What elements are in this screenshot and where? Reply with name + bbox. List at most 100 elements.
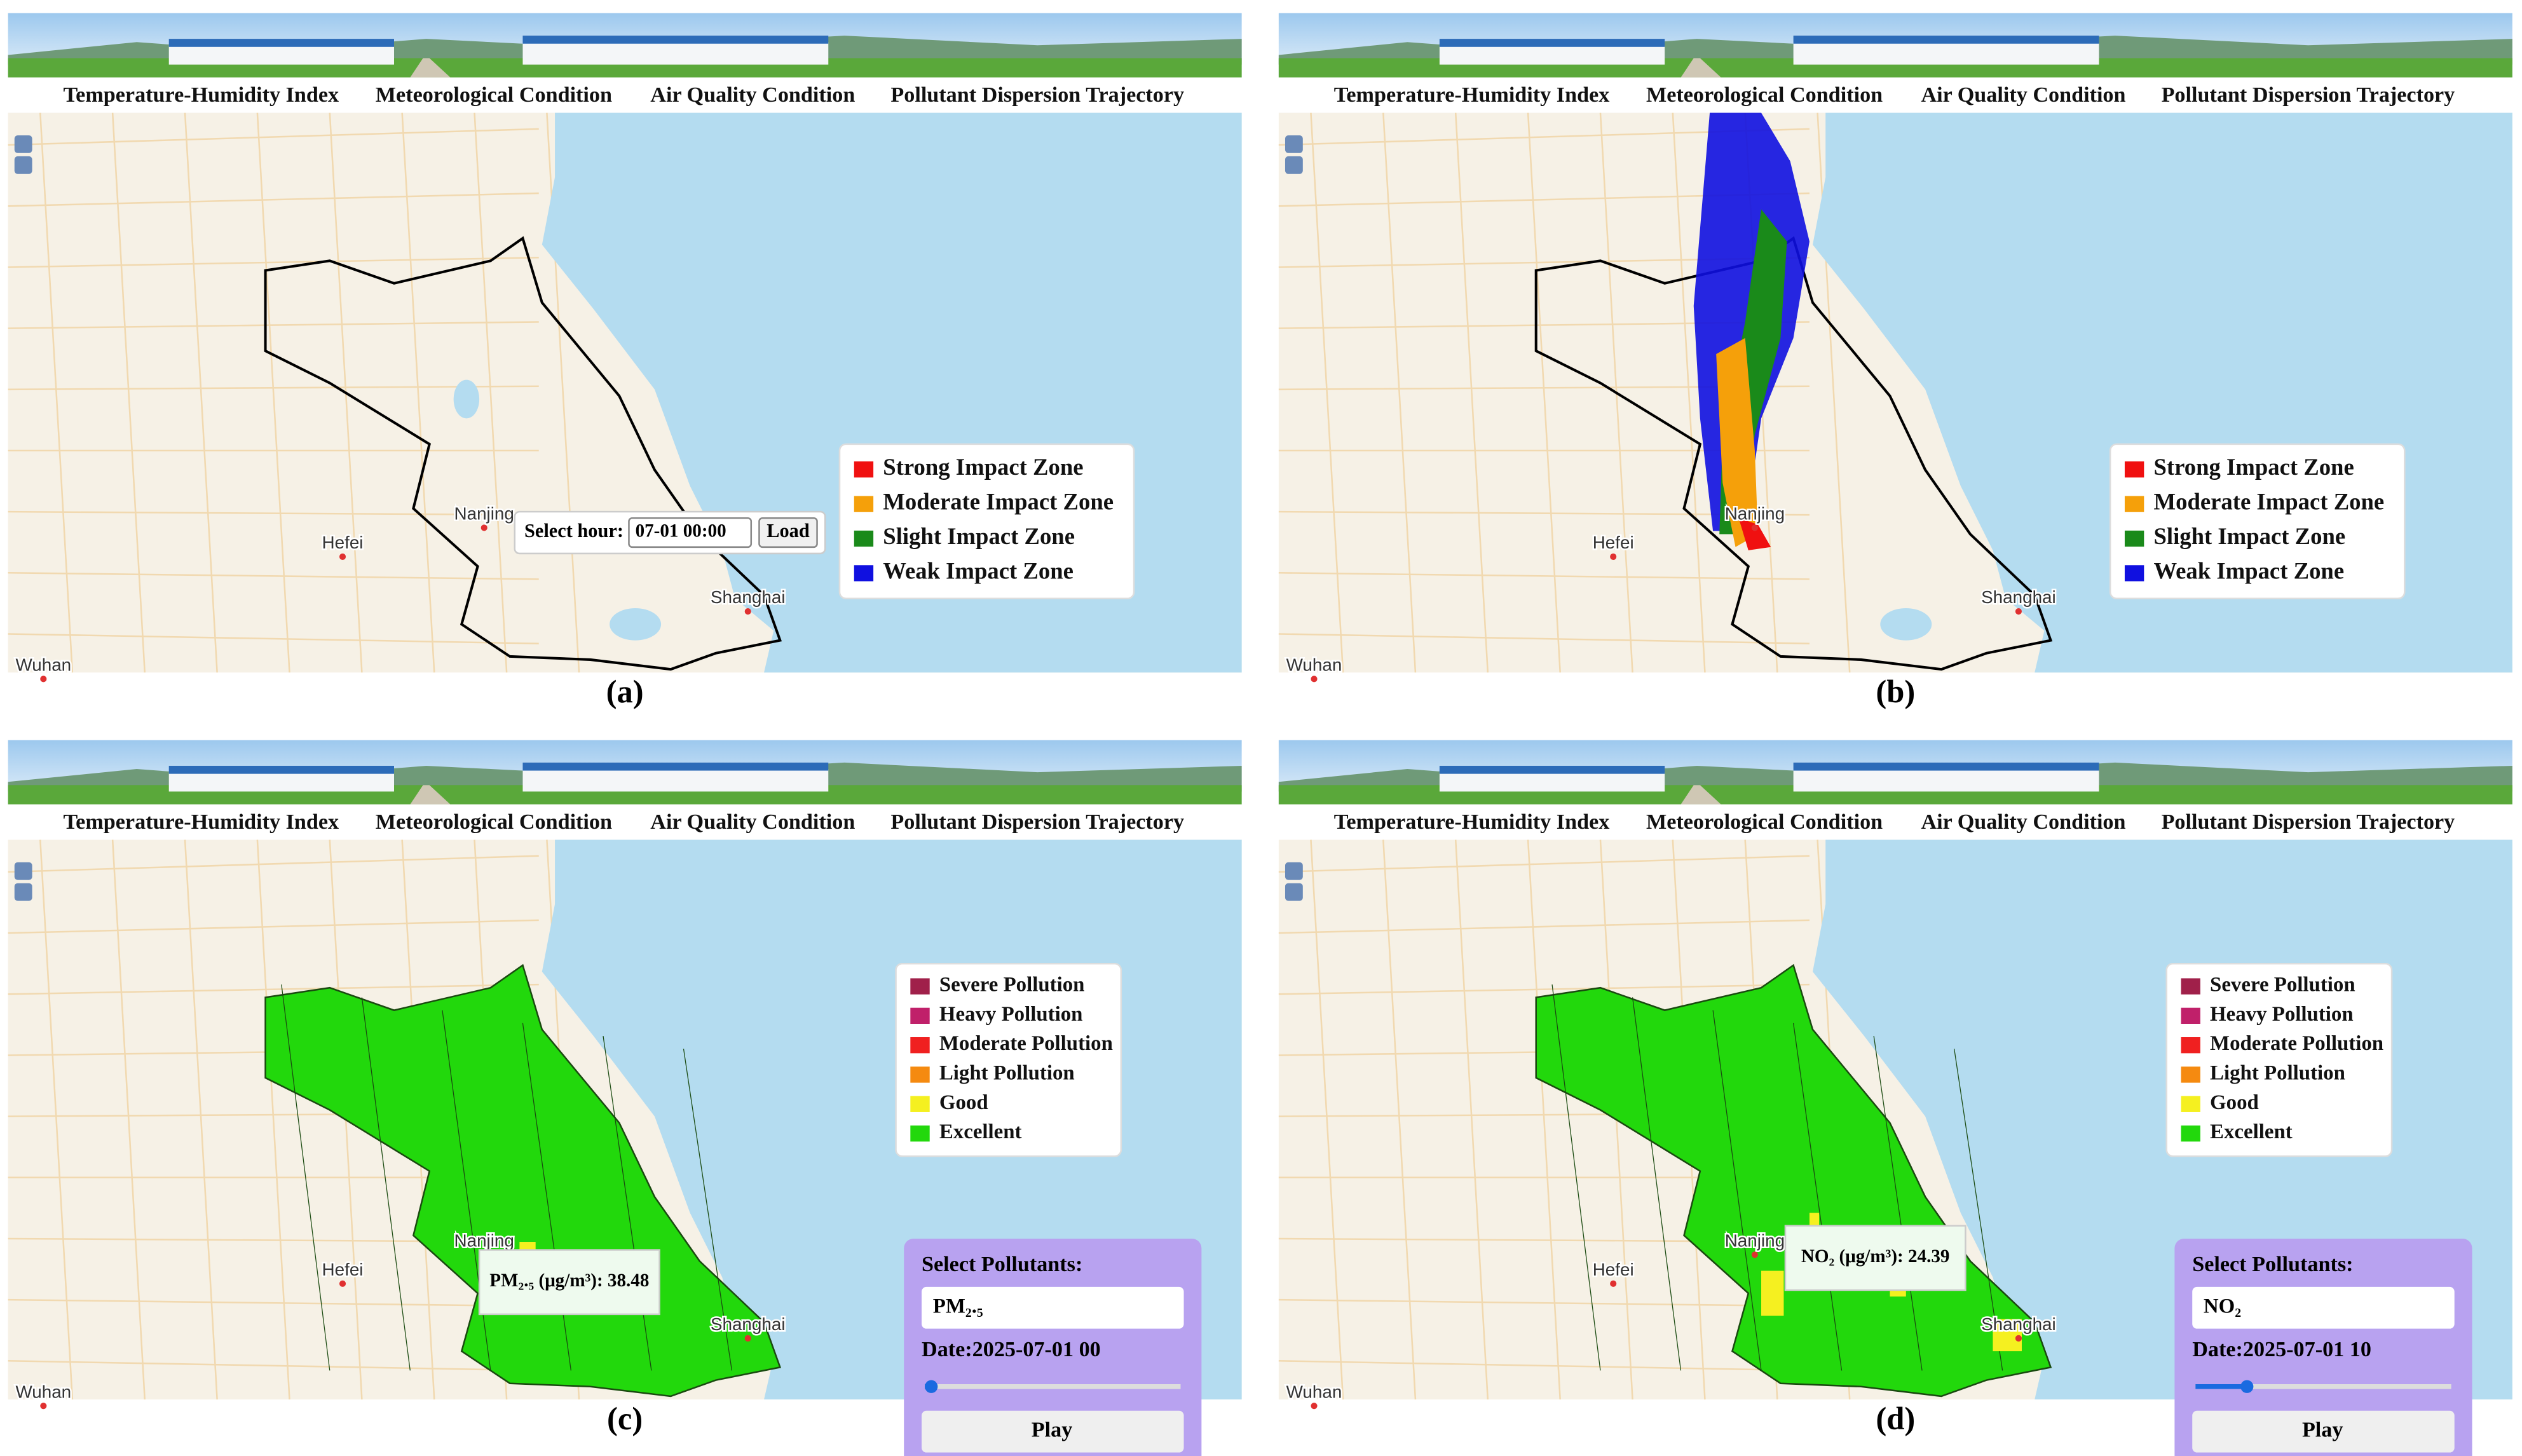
load-label[interactable]: Load <box>767 520 810 541</box>
city-label: Hefei <box>1593 1260 1634 1279</box>
road <box>1278 855 1810 873</box>
legend-swatch <box>2124 496 2144 512</box>
banner-roof <box>522 36 829 44</box>
district-border <box>1712 1010 1762 1371</box>
legend-label: Heavy Pollution <box>2210 1003 2354 1026</box>
play-label[interactable]: Play <box>1032 1418 1073 1441</box>
legend-swatch <box>910 1007 930 1024</box>
nav-tab[interactable]: Pollutant Dispersion Trajectory <box>2162 810 2455 834</box>
map: Hefei Nanjing Shanghai Wuhan Severe Pollutio… <box>1278 840 2512 1456</box>
legend-label: Weak Impact Zone <box>883 557 1074 583</box>
city-dot <box>1311 676 1318 683</box>
city-label: Nanjing <box>454 1230 514 1250</box>
play-button[interactable] <box>2192 1410 2455 1453</box>
road <box>1527 112 1561 673</box>
pollutant-select[interactable] <box>922 1286 1184 1329</box>
nav-tab[interactable]: Temperature-Humidity Index <box>64 810 339 834</box>
zoom-button[interactable] <box>1285 135 1303 153</box>
nav-tab[interactable]: Air Quality Condition <box>650 83 855 107</box>
district-border <box>281 984 331 1371</box>
banner-roof <box>522 762 829 771</box>
city-dot <box>1751 1251 1758 1258</box>
map: Hefei Nanjing Shanghai Wuhan Strong Impact Z… <box>1278 112 2512 683</box>
legend-label: Light Pollution <box>2210 1062 2345 1085</box>
district-border <box>683 1049 733 1371</box>
nav-tab[interactable]: Meteorological Condition <box>1646 83 1883 107</box>
legend-label: Light Pollution <box>939 1062 1075 1085</box>
banner-building <box>522 42 829 65</box>
hour-value[interactable]: 07-01 00:00 <box>636 521 726 541</box>
load-button[interactable] <box>758 517 818 548</box>
play-button[interactable] <box>922 1410 1184 1453</box>
nav-bar <box>8 77 1242 113</box>
control-title: Select Pollutants: <box>922 1253 1082 1276</box>
hour-select[interactable] <box>628 517 753 548</box>
road <box>39 840 74 1400</box>
road <box>184 840 218 1400</box>
zoom-button[interactable] <box>14 883 32 901</box>
nav-tab[interactable]: Temperature-Humidity Index <box>1334 810 1610 834</box>
nav-tab[interactable]: Pollutant Dispersion Trajectory <box>890 83 1184 107</box>
panel-caption: (a) <box>606 674 644 709</box>
panel: Temperature-Humidity Index Meteorological… <box>1278 13 2512 709</box>
hour-label: Select hour: <box>524 520 624 541</box>
district-border <box>1793 1023 1843 1371</box>
zoom-button[interactable] <box>14 135 32 153</box>
road <box>8 128 539 146</box>
city-dot <box>744 1335 751 1342</box>
legend-label: Moderate Pollution <box>2210 1032 2383 1055</box>
map: Hefei Nanjing Shanghai Wuhan Severe Pollutio… <box>8 840 1242 1456</box>
road <box>1278 1298 1810 1307</box>
city-label: Shanghai <box>1981 587 2056 607</box>
road <box>1454 112 1489 673</box>
city-label: Shanghai <box>711 1314 786 1334</box>
banner-road <box>1680 58 1721 78</box>
nav-tab[interactable]: Temperature-Humidity Index <box>64 83 339 107</box>
banner-roof <box>168 39 394 47</box>
nav-tab[interactable]: Pollutant Dispersion Trajectory <box>890 810 1184 834</box>
city-dot <box>1311 1403 1318 1410</box>
slider-thumb[interactable] <box>2240 1380 2254 1393</box>
legend-swatch <box>854 530 874 547</box>
road <box>8 192 539 207</box>
zoom-button[interactable] <box>14 156 32 174</box>
city-dot <box>2015 608 2022 615</box>
legend-swatch <box>2181 1125 2200 1142</box>
nav-tab[interactable]: Air Quality Condition <box>650 810 855 834</box>
zoom-button[interactable] <box>1285 883 1303 901</box>
pollutant-value[interactable]: PM₂.₅ <box>933 1295 983 1317</box>
zoom-button[interactable] <box>1285 156 1303 174</box>
play-label[interactable]: Play <box>2302 1418 2343 1441</box>
zoom-button[interactable] <box>14 862 32 880</box>
legend-swatch <box>2124 565 2144 582</box>
road <box>8 510 539 516</box>
nav-tab[interactable]: Temperature-Humidity Index <box>1334 83 1610 107</box>
nav-tab[interactable]: Meteorological Condition <box>1646 810 1883 834</box>
banner-roof <box>1793 36 2099 44</box>
legend-swatch <box>2124 461 2144 478</box>
pollutant-select[interactable] <box>2192 1286 2455 1329</box>
nav-tab[interactable]: Meteorological Condition <box>376 810 612 834</box>
city-dot <box>339 553 346 561</box>
nav-tab[interactable]: Pollutant Dispersion Trajectory <box>2162 83 2455 107</box>
district-border <box>1632 997 1682 1371</box>
road <box>8 919 539 934</box>
banner-building <box>168 772 394 792</box>
pollutant-value[interactable]: NO₂ <box>2204 1295 2241 1317</box>
nav-tab[interactable]: Meteorological Condition <box>376 83 612 107</box>
nav-bar <box>1278 77 2512 113</box>
legend-swatch <box>2124 530 2144 547</box>
city-dot <box>1610 1280 1617 1287</box>
zoom-button[interactable] <box>1285 862 1303 880</box>
tooltip-text: NO₂ (μg/m³): 24.39 <box>1801 1246 1950 1267</box>
legend-label: Heavy Pollution <box>939 1003 1083 1026</box>
legend-swatch <box>2181 1096 2200 1112</box>
city-dot <box>339 1280 346 1287</box>
nav-tab[interactable]: Air Quality Condition <box>1921 83 2125 107</box>
slider-thumb[interactable] <box>925 1380 938 1393</box>
nav-tab[interactable]: Air Quality Condition <box>1921 810 2125 834</box>
legend-swatch <box>854 496 874 512</box>
panel: Temperature-Humidity Index Meteorological… <box>1278 740 2512 1456</box>
plume-moderate <box>1716 337 1758 547</box>
banner-road <box>410 58 451 78</box>
